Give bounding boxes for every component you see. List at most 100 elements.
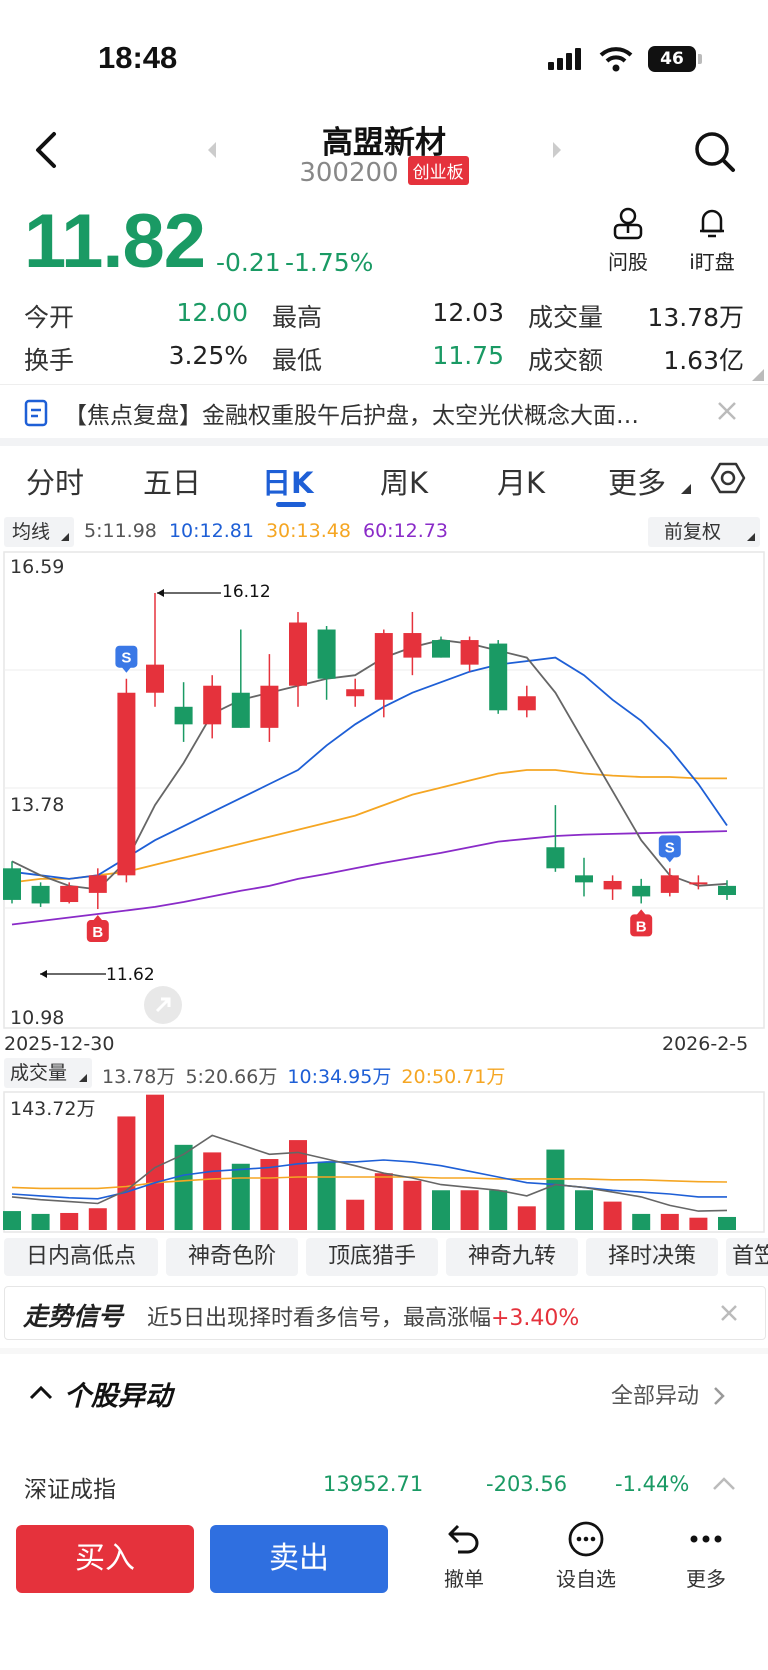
back-icon[interactable]	[32, 130, 62, 174]
candle-body	[60, 885, 79, 903]
ask-stock-button[interactable]: 问股	[600, 206, 656, 275]
ma60-line	[11, 830, 728, 926]
close-icon[interactable]	[719, 1303, 739, 1323]
chip-color-scale[interactable]: 神奇色阶	[166, 1238, 298, 1276]
chip-timing-decision[interactable]: 择时决策	[586, 1238, 718, 1276]
cancel-order-button[interactable]: 撤单	[424, 1520, 504, 1592]
more-label: 更多	[686, 1567, 726, 1591]
expand-chart-icon[interactable]	[144, 986, 182, 1024]
candle-body	[289, 622, 307, 686]
candle-body	[203, 685, 222, 725]
volume-bar	[231, 1163, 250, 1230]
dropdown-caret-icon	[61, 533, 69, 541]
prev-stock-icon[interactable]	[205, 140, 219, 164]
candle-body	[546, 847, 565, 869]
ma-selector[interactable]: 均线	[4, 517, 74, 547]
more-button[interactable]: 更多	[666, 1520, 746, 1592]
chip-intraday-high-low[interactable]: 日内高低点	[4, 1238, 158, 1276]
candle-body	[489, 643, 508, 711]
candle-body	[174, 706, 193, 725]
battery-level: 46	[660, 49, 684, 69]
battery-icon: 46	[648, 46, 696, 72]
close-icon[interactable]	[716, 400, 738, 422]
next-stock-icon[interactable]	[550, 140, 564, 164]
volume-chart[interactable]	[0, 1090, 768, 1234]
tab-more[interactable]: 更多	[608, 466, 667, 500]
sell-signal-text: S	[121, 650, 131, 667]
volume-bar	[60, 1212, 79, 1230]
battery-cap	[698, 54, 702, 64]
price-axis-bottom: 10.98	[10, 1007, 65, 1029]
expand-corner-icon[interactable]	[752, 366, 764, 385]
volume-ma10: 10:34.95万	[287, 1066, 392, 1088]
candle-body	[3, 868, 21, 900]
settings-icon[interactable]	[710, 460, 746, 496]
stock-name: 高盟新材	[322, 125, 446, 161]
volume-bar	[575, 1190, 593, 1230]
signal-text-row: 近5日出现择时看多信号，最高涨幅+3.40%	[147, 1300, 579, 1332]
volume-bar	[460, 1190, 479, 1230]
search-icon[interactable]	[693, 130, 737, 178]
volume-axis-max: 143.72万	[10, 1098, 96, 1120]
candle-body	[146, 664, 164, 693]
high-marker-arrow	[157, 589, 164, 598]
volume-bar	[3, 1211, 21, 1230]
candle-body	[603, 880, 622, 890]
date-end: 2026-2-5	[662, 1033, 749, 1055]
volume-value: 13.78万	[647, 303, 744, 332]
volume-bar	[632, 1213, 651, 1230]
tab-five-day[interactable]: 五日	[143, 466, 202, 500]
tab-intraday[interactable]: 分时	[26, 466, 85, 500]
low-marker-label: 11.62	[106, 965, 155, 985]
add-watchlist-label: 设自选	[556, 1567, 616, 1591]
candle-body	[517, 696, 536, 711]
volume-bar	[432, 1190, 450, 1230]
buy-signal-badge	[630, 914, 653, 937]
kline-chart[interactable]: B S B S	[0, 550, 768, 1030]
signal-icon	[548, 48, 584, 76]
board-badge: 创业板	[407, 156, 469, 185]
candle-body	[317, 629, 336, 679]
candle-body	[403, 633, 422, 658]
tab-weekly-k[interactable]: 周K	[380, 466, 429, 500]
adjust-selector[interactable]: 前复权	[648, 517, 760, 547]
volume-ma5: 5:20.66万	[185, 1066, 278, 1088]
volume-bar	[317, 1161, 336, 1230]
buy-button[interactable]: 买入	[16, 1525, 194, 1593]
volume-bar	[517, 1206, 536, 1230]
high-marker-label: 16.12	[222, 582, 271, 602]
all-anomaly-link[interactable]: 全部异动	[611, 1378, 726, 1410]
sell-button[interactable]: 卖出	[210, 1525, 388, 1593]
chevron-up-icon[interactable]	[712, 1474, 736, 1492]
price-axis-mid: 13.78	[10, 794, 65, 816]
volume-bar	[374, 1173, 393, 1230]
tab-monthly-k[interactable]: 月K	[497, 466, 546, 500]
add-watchlist-button[interactable]: 设自选	[546, 1520, 626, 1592]
buy-signal-text: B	[92, 924, 103, 941]
section-divider	[0, 1348, 768, 1354]
candle-body	[88, 875, 107, 893]
news-bar[interactable]: 【焦点复盘】金融权重股午后护盘，太空光伏概念大面…	[0, 384, 768, 439]
chip-magic-nine[interactable]: 神奇九转	[446, 1238, 578, 1276]
signal-card[interactable]: 走势信号 近5日出现择时看多信号，最高涨幅+3.40%	[4, 1286, 766, 1340]
chip-top-bottom-hunter[interactable]: 顶底猎手	[306, 1238, 438, 1276]
open-value: 12.00	[176, 298, 248, 327]
watch-button[interactable]: i盯盘	[680, 206, 744, 275]
price-axis-top: 16.59	[10, 556, 65, 578]
tab-daily-k[interactable]: 日K	[262, 466, 314, 500]
current-price: 11.82	[24, 199, 206, 284]
candle-body	[718, 885, 736, 896]
candle-body	[660, 875, 679, 893]
chip-more[interactable]: 首笠	[726, 1238, 768, 1276]
chevron-right-icon	[714, 1387, 725, 1405]
watch-label: i盯盘	[689, 250, 735, 274]
candle-body	[460, 640, 479, 665]
collapse-icon[interactable]	[28, 1382, 54, 1402]
volume-bar	[718, 1216, 736, 1230]
undo-icon	[448, 1524, 479, 1554]
bell-icon	[700, 209, 724, 238]
volume-bar	[689, 1217, 708, 1230]
candle-body	[31, 885, 50, 904]
volume-selector[interactable]: 成交量	[4, 1058, 92, 1088]
candle-body	[575, 875, 593, 883]
